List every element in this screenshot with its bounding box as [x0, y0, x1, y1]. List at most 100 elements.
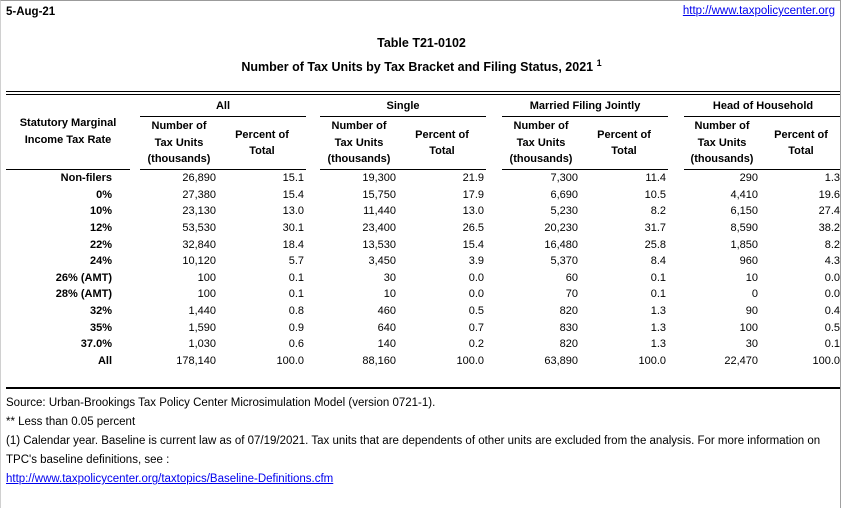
row-label: 0% [96, 188, 112, 201]
cell-value: 38.2 [818, 221, 841, 234]
cell-value: 26.5 [462, 221, 485, 234]
cell-value: 0.1 [824, 338, 841, 351]
cell-value: 6,690 [550, 188, 579, 201]
cell-value: 27,380 [182, 188, 216, 201]
date-label: 5-Aug-21 [6, 6, 56, 18]
column-gap [130, 336, 140, 353]
column-gap [668, 237, 684, 254]
cell-value: 4,410 [730, 188, 759, 201]
cell-value: 1.3 [650, 338, 667, 351]
cell-value: 25.8 [644, 238, 667, 251]
column-gap [668, 170, 684, 187]
table-row: 22% 32,840 18.4 13,530 15.4 16,480 25.8 1,850 8.… [6, 237, 840, 254]
cell-value: 27.4 [818, 205, 841, 218]
cell-value: 0.0 [824, 288, 841, 301]
column-gap [306, 187, 320, 204]
column-gap [306, 303, 320, 320]
cell-value: 11.4 [645, 172, 667, 185]
cell-value: 0.1 [288, 271, 304, 284]
cell-value: 0.0 [468, 288, 485, 301]
column-gap [130, 95, 140, 170]
column-gap [306, 353, 320, 370]
cell-value: 30 [745, 338, 759, 351]
cell-value: 22,470 [724, 354, 759, 367]
table-row: 10% 23,130 13.0 11,440 13.0 5,230 8.2 6,150 27.4 [6, 203, 841, 220]
cell-value: 0.2 [468, 338, 485, 351]
cell-value: 30 [383, 271, 396, 284]
column-gap [668, 203, 684, 220]
source-note: Source: Urban-Brookings Tax Policy Cente… [6, 397, 436, 410]
column-gap [306, 270, 320, 287]
column-gap [486, 220, 502, 237]
cell-value: 31.7 [644, 221, 667, 234]
cell-value: 60 [565, 271, 579, 284]
column-gap [130, 187, 140, 204]
cell-value: 6,150 [730, 205, 759, 218]
cell-value: 0.1 [650, 288, 667, 301]
table-row: All 178,140 100.0 88,160 100.0 63,890 100.0 22,… [6, 353, 840, 370]
column-gap [486, 320, 502, 337]
cell-value: 13.0 [462, 205, 485, 218]
cell-value: 640 [377, 321, 396, 334]
cell-value: 23,400 [362, 221, 396, 234]
top-bar: 5-Aug-21 http://www.taxpolicycenter.org [6, 5, 837, 18]
row-label: 32% [89, 304, 112, 317]
cell-value: 178,140 [176, 354, 216, 367]
footnotes: Source: Urban-Brookings Tax Policy Cente… [6, 394, 838, 489]
group-header-row: Statutory Marginal Income Tax Rate All S… [6, 95, 840, 171]
cell-value: 1,850 [730, 238, 759, 251]
column-gap [668, 95, 684, 170]
column-gap [668, 303, 684, 320]
cell-value: 100.0 [276, 354, 304, 367]
column-gap [668, 353, 684, 370]
column-gap [668, 187, 684, 204]
row-label: Non-filers [60, 172, 112, 185]
column-gap [130, 320, 140, 337]
column-gap [668, 286, 684, 303]
column-gap [130, 270, 140, 287]
cell-value: 8.4 [650, 255, 667, 268]
row-label: 24% [89, 255, 112, 268]
cell-value: 1,030 [188, 338, 216, 351]
less-than-note: ** Less than 0.05 percent [6, 416, 136, 429]
subheader-number-hoh: Number of Tax Units (thousands) [684, 116, 761, 171]
cell-value: 19.6 [818, 188, 841, 201]
column-gap [486, 336, 502, 353]
column-gap [668, 336, 684, 353]
cell-value: 88,160 [362, 354, 396, 367]
site-link[interactable]: http://www.taxpolicycenter.org [682, 5, 835, 17]
table-row: 0% 27,380 15.4 15,750 17.9 6,690 10.5 4,410 19.6 [6, 187, 841, 204]
cell-value: 1,590 [188, 321, 216, 334]
column-gap [130, 303, 140, 320]
cell-value: 5.7 [288, 255, 304, 268]
table-title-text: Number of Tax Units by Tax Bracket and F… [241, 60, 594, 75]
cell-value: 15,750 [362, 188, 396, 201]
cell-value: 100.0 [638, 354, 667, 367]
column-gap [668, 320, 684, 337]
cell-value: 10.5 [644, 188, 667, 201]
subheader-percent-all: Percent of Total [218, 116, 306, 171]
cell-value: 140 [377, 338, 396, 351]
column-gap [130, 253, 140, 270]
cell-value: 1.3 [650, 321, 667, 334]
cell-value: 3.9 [468, 255, 485, 268]
column-gap [486, 170, 502, 187]
column-gap [668, 270, 684, 287]
cell-value: 100 [197, 288, 216, 301]
cell-value: 11,440 [363, 205, 396, 218]
row-label: 35% [89, 321, 112, 334]
cell-value: 23,130 [182, 205, 216, 218]
baseline-definitions-link[interactable]: http://www.taxpolicycenter.org/taxtopics… [6, 473, 334, 486]
sub-header-row: Number of Tax Units (thousands) Percent … [6, 116, 840, 171]
column-gap [130, 203, 140, 220]
column-gap [306, 286, 320, 303]
cell-value: 17.9 [462, 188, 485, 201]
row-label: 26% (AMT) [55, 271, 112, 284]
cell-value: 16,480 [544, 238, 579, 251]
cell-value: 0.5 [824, 321, 841, 334]
column-gap [306, 253, 320, 270]
column-gap [130, 353, 140, 370]
cell-value: 460 [377, 304, 396, 317]
column-gap [130, 220, 140, 237]
